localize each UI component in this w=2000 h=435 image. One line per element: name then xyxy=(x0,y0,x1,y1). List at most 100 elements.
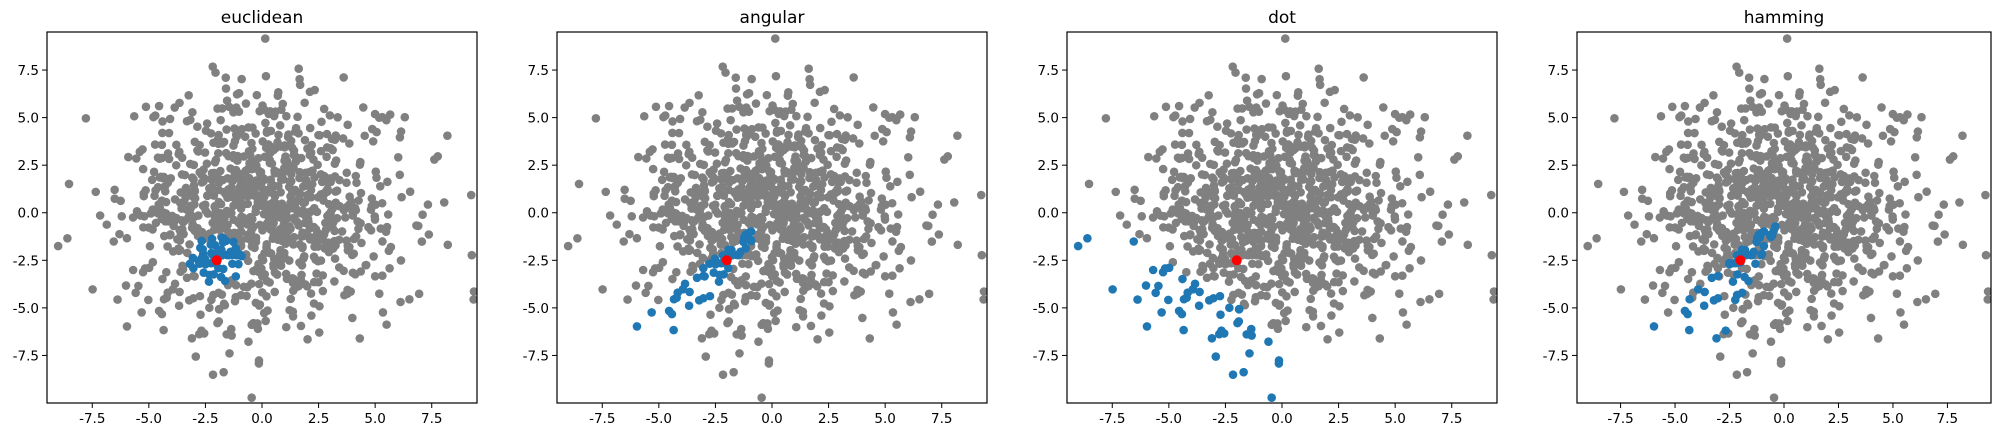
point-background xyxy=(342,236,351,245)
point-background xyxy=(818,166,827,175)
point-background xyxy=(1257,124,1267,134)
point-background xyxy=(1745,84,1754,93)
point-background xyxy=(813,334,822,344)
point-neighbor xyxy=(204,277,214,286)
point-background xyxy=(1778,167,1788,177)
point-background xyxy=(1841,225,1850,235)
point-background xyxy=(1807,294,1816,304)
point-background xyxy=(1849,226,1859,236)
point-background xyxy=(1241,73,1251,82)
y-tick-label: -7.5 xyxy=(1033,348,1059,364)
point-background xyxy=(820,172,829,182)
point-background xyxy=(295,80,305,90)
point-background xyxy=(1851,156,1860,165)
point-background xyxy=(128,213,138,222)
point-background xyxy=(1734,68,1744,77)
point-background xyxy=(320,244,330,253)
point-background xyxy=(776,187,785,197)
point-background xyxy=(276,175,286,185)
point-background xyxy=(1825,224,1835,233)
point-background xyxy=(796,192,805,201)
point-background xyxy=(1813,112,1823,122)
y-tick-label: -2.5 xyxy=(1033,253,1059,269)
point-background xyxy=(1788,126,1797,136)
point-background xyxy=(234,228,244,237)
point-background xyxy=(1861,236,1870,245)
point-background xyxy=(1373,217,1382,226)
point-background xyxy=(366,205,376,214)
y-tick-label: 7.5 xyxy=(18,63,39,79)
point-background xyxy=(1166,209,1176,218)
point-background xyxy=(274,181,283,191)
point-background xyxy=(778,225,787,234)
point-background xyxy=(1784,246,1794,256)
point-background xyxy=(309,252,319,262)
point-background xyxy=(840,226,849,236)
point-background xyxy=(1790,202,1800,212)
point-background xyxy=(1708,212,1718,222)
point-neighbor xyxy=(1684,325,1694,335)
point-background xyxy=(1184,154,1194,164)
point-background xyxy=(1289,262,1298,272)
point-background xyxy=(1827,140,1837,150)
point-background xyxy=(1269,318,1278,328)
point-background xyxy=(888,112,897,122)
point-background xyxy=(254,259,263,269)
point-background xyxy=(1690,154,1699,164)
point-background xyxy=(776,175,786,185)
point-background xyxy=(1327,140,1337,150)
point-background xyxy=(1171,218,1181,228)
y-tick-label: 2.5 xyxy=(18,158,39,174)
point-background xyxy=(1913,256,1923,265)
point-background xyxy=(1284,213,1294,222)
point-query xyxy=(1231,255,1242,266)
point-background xyxy=(163,178,173,187)
point-background xyxy=(676,230,685,239)
point-background xyxy=(267,159,277,168)
point-background xyxy=(208,218,217,228)
point-background xyxy=(184,90,193,100)
point-background xyxy=(305,123,315,133)
point-background xyxy=(726,115,735,125)
point-background xyxy=(1795,130,1805,140)
point-background xyxy=(370,109,380,119)
point-background xyxy=(1807,192,1816,201)
point-background xyxy=(1821,135,1830,145)
point-background xyxy=(1218,244,1228,254)
point-background xyxy=(1188,247,1198,256)
point-background xyxy=(214,317,224,326)
point-background xyxy=(1272,190,1281,200)
point-background xyxy=(753,199,763,209)
point-background xyxy=(307,311,316,320)
point-background xyxy=(1195,98,1204,108)
point-background xyxy=(1425,294,1434,304)
point-background xyxy=(1754,292,1764,302)
point-background xyxy=(1202,116,1212,126)
point-background xyxy=(778,202,788,212)
point-background xyxy=(747,169,757,179)
x-tick-label: 7.5 xyxy=(1441,411,1462,427)
point-background xyxy=(1730,187,1739,197)
point-background xyxy=(1830,242,1839,252)
point-background xyxy=(1680,200,1689,209)
point-background xyxy=(1279,308,1289,318)
point-background xyxy=(1219,268,1229,277)
point-background xyxy=(924,289,934,299)
point-background xyxy=(1367,197,1376,207)
point-background xyxy=(725,225,734,235)
point-background xyxy=(1282,246,1292,256)
point-background xyxy=(1261,99,1271,108)
point-background xyxy=(807,270,816,280)
point-background xyxy=(1186,230,1195,239)
point-neighbor xyxy=(1157,308,1166,317)
point-background xyxy=(927,237,937,246)
point-background xyxy=(805,258,814,267)
point-background xyxy=(370,272,380,281)
point-background xyxy=(393,153,403,162)
point-background xyxy=(1304,225,1314,235)
point-background xyxy=(1220,200,1230,209)
point-background xyxy=(1238,233,1248,243)
point-background xyxy=(689,229,698,239)
point-background xyxy=(631,281,641,290)
point-background xyxy=(1815,64,1824,74)
